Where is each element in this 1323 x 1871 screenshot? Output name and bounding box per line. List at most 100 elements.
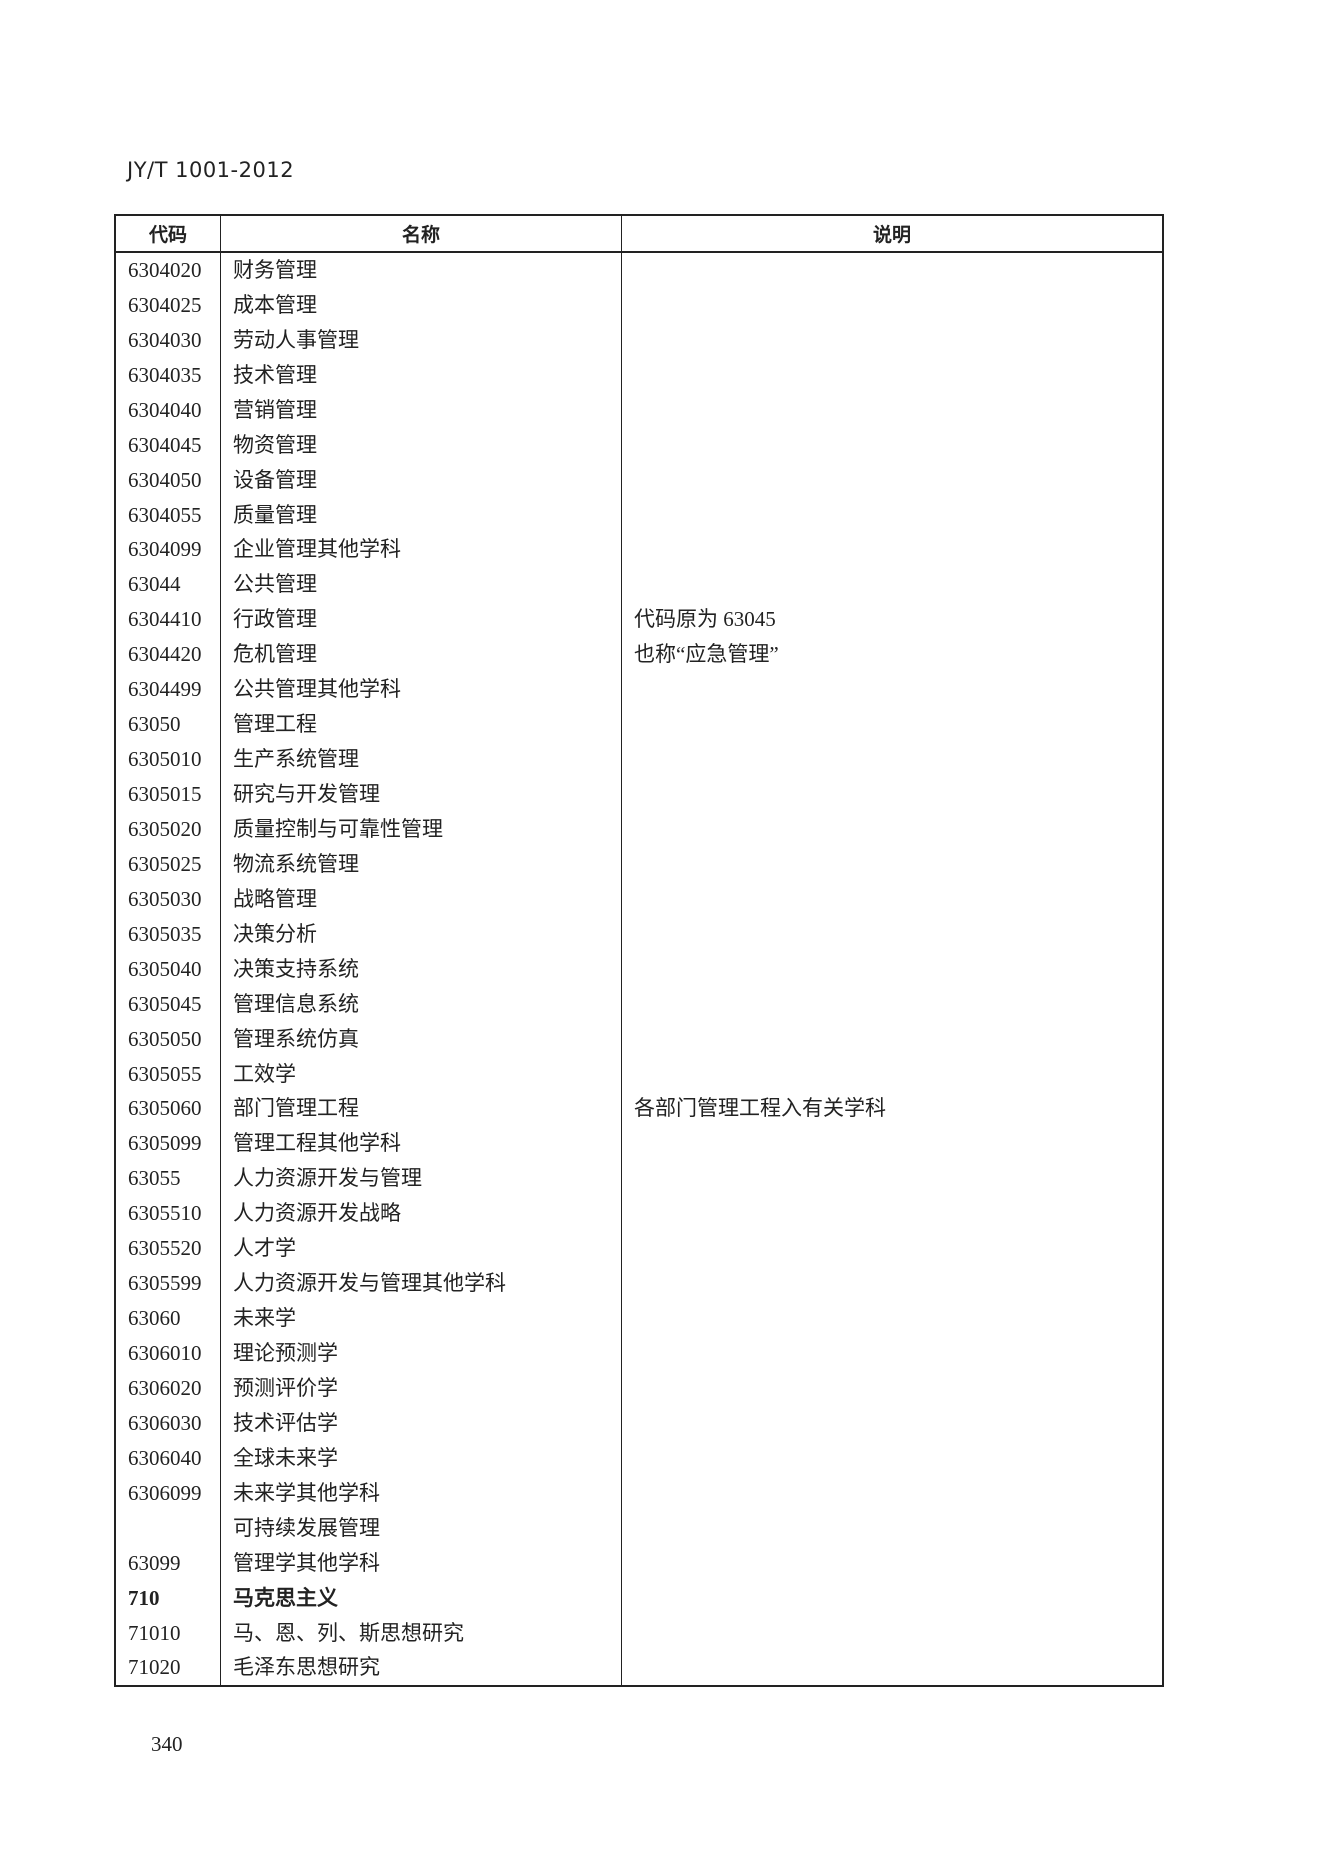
cell-name: 质量控制与可靠性管理 — [220, 812, 622, 847]
table-row: 6306099 未来学其他学科 — [114, 1475, 1163, 1511]
cell-name: 成本管理 — [220, 287, 622, 323]
cell-code: 6305060 — [114, 1091, 221, 1127]
cell-name: 设备管理 — [220, 462, 622, 498]
table-row: 6305055 工效学 — [114, 1056, 1163, 1092]
cell-note — [621, 742, 1163, 778]
table-row: 6304035 技术管理 — [114, 357, 1163, 393]
cell-note — [621, 1440, 1163, 1476]
cell-code: 6304035 — [114, 357, 221, 393]
table-row: 6304420 危机管理 也称“应急管理” — [114, 637, 1163, 673]
cell-note: 代码原为 63045 — [621, 602, 1163, 638]
table-row: 6304025 成本管理 — [114, 287, 1163, 323]
cell-name: 质量管理 — [220, 497, 622, 533]
table-row: 63099 管理学其他学科 — [114, 1545, 1163, 1581]
cell-name: 未来学其他学科 — [220, 1475, 622, 1511]
cell-code: 63060 — [114, 1301, 221, 1337]
cell-name: 技术管理 — [220, 357, 622, 393]
cell-code: 6304055 — [114, 497, 221, 533]
cell-name: 物流系统管理 — [220, 846, 622, 882]
cell-note — [621, 881, 1163, 917]
cell-note — [621, 1056, 1163, 1092]
page-number: 340 — [151, 1732, 183, 1756]
cell-code: 63044 — [114, 567, 221, 603]
cell-code: 6305035 — [114, 916, 221, 952]
cell-note — [621, 916, 1163, 952]
cell-note — [621, 532, 1163, 568]
cell-note — [621, 1545, 1163, 1581]
table-row: 6306040 全球未来学 — [114, 1440, 1163, 1476]
cell-note — [621, 357, 1163, 393]
cell-note — [621, 567, 1163, 603]
cell-name: 战略管理 — [220, 881, 622, 917]
cell-name: 管理学其他学科 — [220, 1545, 622, 1581]
cell-note — [621, 252, 1163, 288]
cell-note — [621, 322, 1163, 358]
table-row: 63044 公共管理 — [114, 567, 1163, 603]
cell-name: 毛泽东思想研究 — [220, 1650, 622, 1687]
cell-code: 63055 — [114, 1161, 221, 1197]
document-id: JY/T 1001-2012 — [127, 158, 295, 182]
cell-name: 未来学 — [220, 1301, 622, 1337]
cell-name: 危机管理 — [220, 637, 622, 673]
table-row: 6305020 质量控制与可靠性管理 — [114, 812, 1163, 847]
table-row: 6304040 营销管理 — [114, 392, 1163, 428]
cell-name: 人才学 — [220, 1231, 622, 1267]
cell-code: 710 — [114, 1580, 221, 1616]
cell-code: 6305015 — [114, 777, 221, 812]
table-row: 6304099 企业管理其他学科 — [114, 532, 1163, 568]
cell-name: 工效学 — [220, 1056, 622, 1092]
cell-note — [621, 1475, 1163, 1511]
cell-note — [621, 462, 1163, 498]
cell-code: 63050 — [114, 707, 221, 743]
discipline-code-table: 代码 名称 说明 6304020 财务管理 6304025 成本管理 6304030 劳动… — [114, 214, 1164, 1688]
table-header-row: 代码 名称 说明 — [114, 215, 1163, 253]
cell-note — [621, 1231, 1163, 1267]
cell-note — [621, 1405, 1163, 1441]
cell-note — [621, 777, 1163, 812]
cell-code: 6304045 — [114, 427, 221, 463]
table-row: 71020 毛泽东思想研究 — [114, 1650, 1163, 1687]
cell-name: 营销管理 — [220, 392, 622, 428]
cell-name: 马、恩、列、斯思想研究 — [220, 1615, 622, 1651]
cell-note: 也称“应急管理” — [621, 637, 1163, 673]
cell-name: 决策分析 — [220, 916, 622, 952]
cell-code: 63099 — [114, 1545, 221, 1581]
cell-name: 技术评估学 — [220, 1405, 622, 1441]
cell-code: 6304050 — [114, 462, 221, 498]
cell-name: 理论预测学 — [220, 1336, 622, 1371]
cell-note — [621, 846, 1163, 882]
cell-note — [621, 1510, 1163, 1546]
table-row: 6304020 财务管理 — [114, 252, 1163, 288]
table-row: 6305520 人才学 — [114, 1231, 1163, 1267]
table-row: 6305030 战略管理 — [114, 881, 1163, 917]
table-row: 6306020 预测评价学 — [114, 1371, 1163, 1406]
cell-code: 6304040 — [114, 392, 221, 428]
table-row: 710 马克思主义 — [114, 1580, 1163, 1616]
table-row: 6305099 管理工程其他学科 — [114, 1126, 1163, 1162]
cell-name: 全球未来学 — [220, 1440, 622, 1476]
table-row: 6306030 技术评估学 — [114, 1405, 1163, 1441]
cell-code: 6305599 — [114, 1266, 221, 1302]
cell-note: 各部门管理工程入有关学科 — [621, 1091, 1163, 1127]
cell-note — [621, 672, 1163, 708]
table-row: 6305040 决策支持系统 — [114, 951, 1163, 987]
cell-name: 人力资源开发战略 — [220, 1196, 622, 1232]
cell-name: 预测评价学 — [220, 1371, 622, 1406]
table-row: 63050 管理工程 — [114, 707, 1163, 743]
cell-note — [621, 1580, 1163, 1616]
cell-name: 财务管理 — [220, 252, 622, 288]
cell-code: 71020 — [114, 1650, 221, 1687]
cell-code: 6305050 — [114, 1021, 221, 1057]
table-row: 6305599 人力资源开发与管理其他学科 — [114, 1266, 1163, 1302]
column-header-note: 说明 — [621, 215, 1163, 253]
cell-name: 企业管理其他学科 — [220, 532, 622, 568]
cell-name: 行政管理 — [220, 602, 622, 638]
cell-note — [621, 392, 1163, 428]
column-header-code: 代码 — [114, 215, 221, 253]
cell-code: 6304030 — [114, 322, 221, 358]
cell-note — [621, 1126, 1163, 1162]
cell-code: 6305520 — [114, 1231, 221, 1267]
cell-code: 6305055 — [114, 1056, 221, 1092]
table-row: 6304055 质量管理 — [114, 497, 1163, 533]
cell-code: 6304499 — [114, 672, 221, 708]
